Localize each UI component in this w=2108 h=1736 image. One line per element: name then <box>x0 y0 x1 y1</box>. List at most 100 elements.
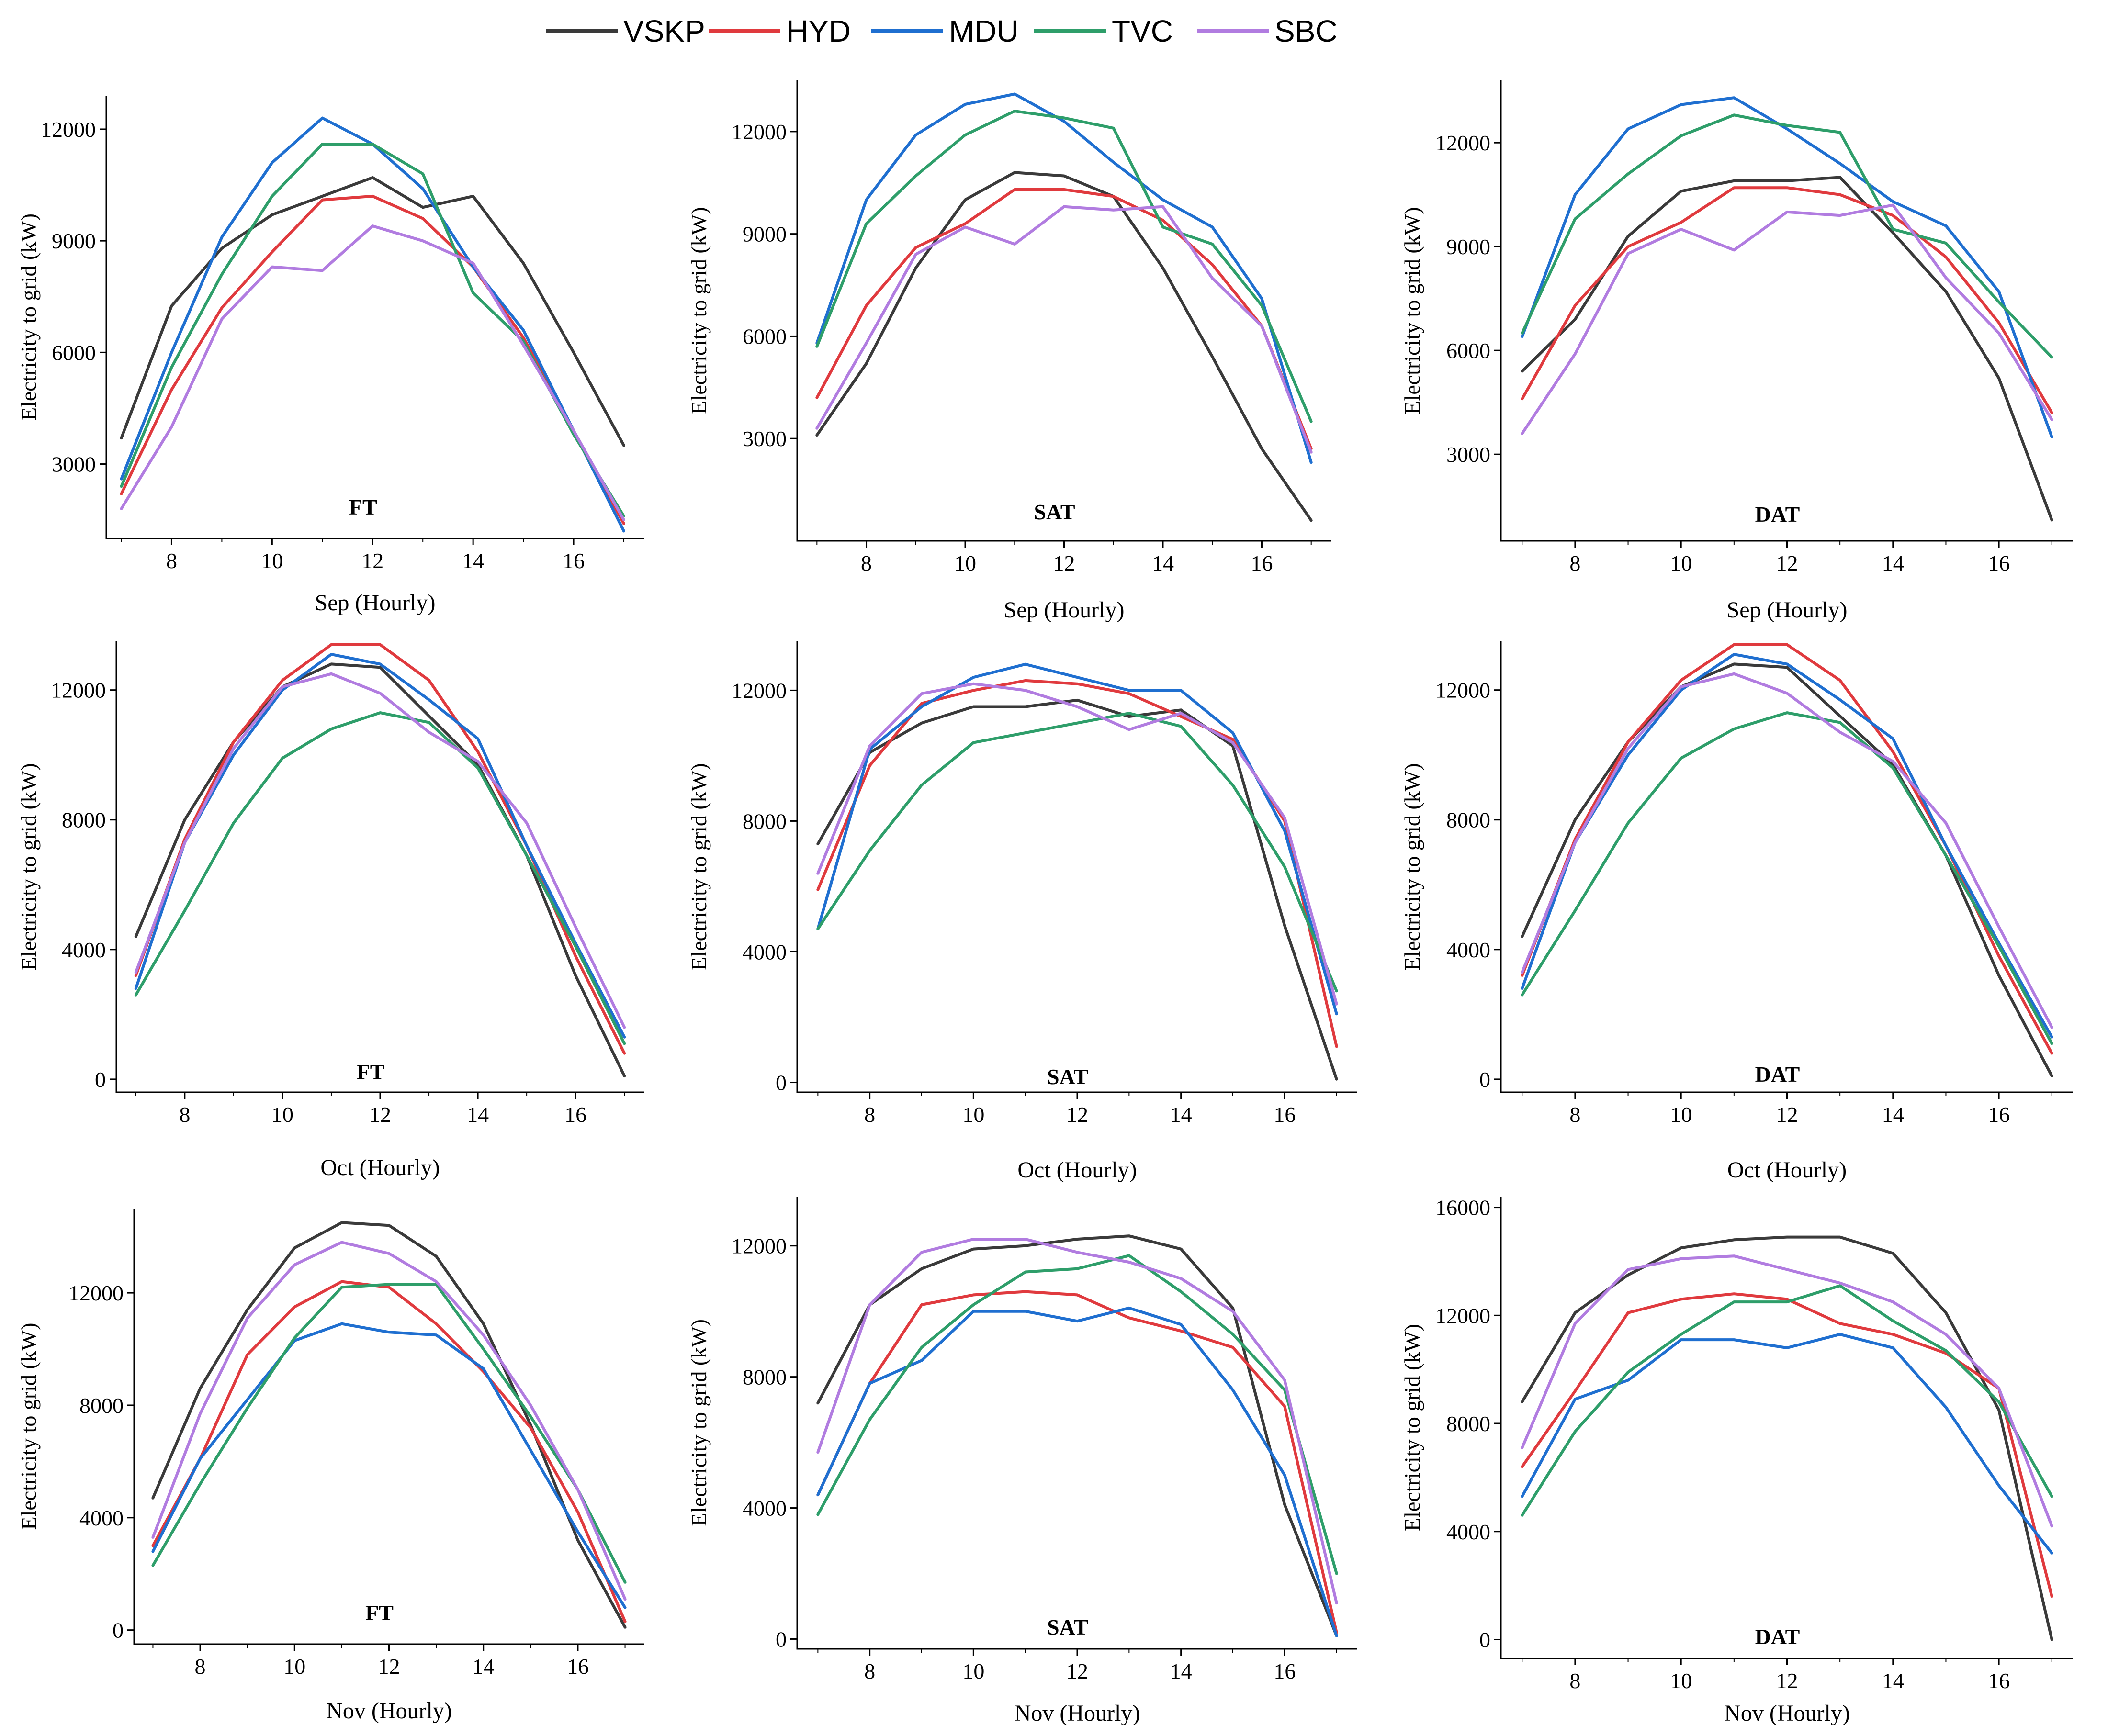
series-line-vskp <box>134 662 626 1078</box>
series-line-tvc <box>1521 1284 2053 1517</box>
y-tick-label: 0 <box>776 1071 787 1095</box>
y-tick-label: 4000 <box>743 940 787 964</box>
y-tick-label: 8000 <box>79 1393 124 1418</box>
y-tick-label: 4000 <box>1446 1520 1490 1544</box>
y-tick-label: 3000 <box>743 426 787 451</box>
axes-frame <box>1500 1197 2073 1659</box>
x-axis-label: Nov (Hourly) <box>326 1698 452 1724</box>
y-tick-label: 12000 <box>732 120 787 144</box>
panel-title: SAT <box>1047 1064 1088 1089</box>
y-tick-label: 0 <box>1479 1627 1490 1652</box>
x-tick-label: 16 <box>563 549 585 573</box>
series-line-sbc <box>1521 672 2053 1029</box>
series-line-vskp <box>1521 662 2053 1078</box>
x-tick-label: 12 <box>1776 1669 1798 1693</box>
panel-title: FT <box>349 495 377 519</box>
y-tick-label: 0 <box>113 1618 124 1643</box>
y-tick-label: 12000 <box>1435 1303 1490 1328</box>
x-axis-label: Nov (Hourly) <box>1724 1701 1850 1726</box>
y-axis-label: Electricity to grid (kW) <box>16 213 41 421</box>
axes-frame <box>796 641 1357 1093</box>
x-tick-label: 16 <box>564 1102 586 1127</box>
panel-title: DAT <box>1755 1624 1800 1649</box>
x-tick-label: 10 <box>271 1102 293 1127</box>
series-line-sbc <box>1521 203 2053 435</box>
series-line-hyd <box>815 188 1313 450</box>
panel-title: DAT <box>1755 502 1800 526</box>
series-line-sbc <box>816 682 1338 1006</box>
series-line-tvc <box>816 712 1338 993</box>
y-tick-label: 16000 <box>1435 1196 1490 1220</box>
legend: VSKP HYD MDU TVC SBC <box>546 14 1338 48</box>
panel-title: FT <box>357 1060 385 1084</box>
y-tick-label: 12000 <box>41 117 96 142</box>
y-tick-label: 6000 <box>1446 338 1490 363</box>
x-axis-label: Nov (Hourly) <box>1015 1701 1140 1726</box>
series-line-mdu <box>1521 96 2053 438</box>
panel-9: 8 10 12 14 16 0 4000 8000 12000 16000 Electricity … <box>1400 1196 2073 1726</box>
series-line-vskp <box>816 698 1338 1081</box>
series-line-tvc <box>151 1283 627 1584</box>
y-tick-label: 9000 <box>52 229 96 253</box>
panel-3: 8 10 12 14 16 3000 6000 9000 12000 Electricity to… <box>1400 80 2073 623</box>
axes-frame <box>796 1197 1357 1650</box>
x-tick-label: 10 <box>1670 551 1692 575</box>
series-line-mdu <box>151 1322 627 1609</box>
y-axis-label: Electricity to grid (kW) <box>1400 763 1424 970</box>
x-tick-label: 8 <box>864 1102 875 1127</box>
x-axis-label: Sep (Hourly) <box>315 590 436 616</box>
series-line-tvc <box>134 711 626 1045</box>
x-tick-label: 16 <box>1988 551 2010 575</box>
x-tick-label: 8 <box>864 1659 875 1683</box>
y-tick-label: 8000 <box>62 808 106 832</box>
series-line-hyd <box>1521 643 2053 1055</box>
y-tick-label: 4000 <box>62 938 106 962</box>
y-tick-label: 9000 <box>1446 235 1490 259</box>
series-line-hyd <box>120 194 625 525</box>
x-tick-label: 8 <box>195 1654 206 1679</box>
x-tick-label: 14 <box>467 1102 489 1127</box>
legend-label-tvc: TVC <box>1112 14 1173 48</box>
x-tick-label: 8 <box>166 549 177 573</box>
y-axis-label: Electricity to grid (kW) <box>1400 1324 1424 1531</box>
x-tick-label: 10 <box>261 549 283 573</box>
panel-4: 8 10 12 14 16 0 4000 8000 12000 Electricity to gr… <box>16 641 644 1180</box>
y-tick-label: 9000 <box>743 222 787 246</box>
panel-1: 8 10 12 14 16 3000 6000 9000 12000 Electricity to… <box>16 96 644 616</box>
x-tick-label: 14 <box>462 549 484 573</box>
x-tick-label: 8 <box>861 551 872 575</box>
series-line-sbc <box>134 672 626 1029</box>
panel-7: 8 10 12 14 16 0 4000 8000 12000 Electricity to gr… <box>16 1209 644 1724</box>
x-tick-label: 10 <box>954 551 976 575</box>
series-line-tvc <box>815 110 1313 423</box>
series-line-hyd <box>816 679 1338 1048</box>
panel-title: FT <box>365 1601 394 1625</box>
x-tick-label: 16 <box>567 1654 589 1679</box>
y-tick-label: 4000 <box>743 1496 787 1521</box>
series-line-sbc <box>815 205 1313 454</box>
series-line-tvc <box>1521 113 2053 359</box>
series-line-vskp <box>120 176 625 447</box>
x-tick-label: 12 <box>369 1102 391 1127</box>
y-tick-label: 12000 <box>68 1281 124 1305</box>
x-tick-label: 12 <box>1066 1102 1088 1127</box>
series-line-sbc <box>1521 1254 2053 1528</box>
x-tick-label: 14 <box>1170 1659 1192 1683</box>
series-line-mdu <box>134 653 626 1039</box>
legend-label-vskp: VSKP <box>623 14 705 48</box>
x-axis-label: Sep (Hourly) <box>1004 597 1125 623</box>
x-tick-label: 10 <box>283 1654 305 1679</box>
y-tick-label: 8000 <box>743 1365 787 1389</box>
series-line-tvc <box>1521 711 2053 1045</box>
series-line-hyd <box>134 643 626 1055</box>
y-tick-label: 0 <box>776 1627 787 1651</box>
y-tick-label: 12000 <box>732 678 787 703</box>
x-tick-label: 14 <box>1170 1102 1192 1127</box>
y-tick-label: 4000 <box>1446 938 1490 962</box>
legend-label-hyd: HYD <box>786 14 851 48</box>
x-tick-label: 12 <box>378 1654 400 1679</box>
x-tick-label: 16 <box>1988 1102 2010 1127</box>
y-tick-label: 6000 <box>52 340 96 365</box>
